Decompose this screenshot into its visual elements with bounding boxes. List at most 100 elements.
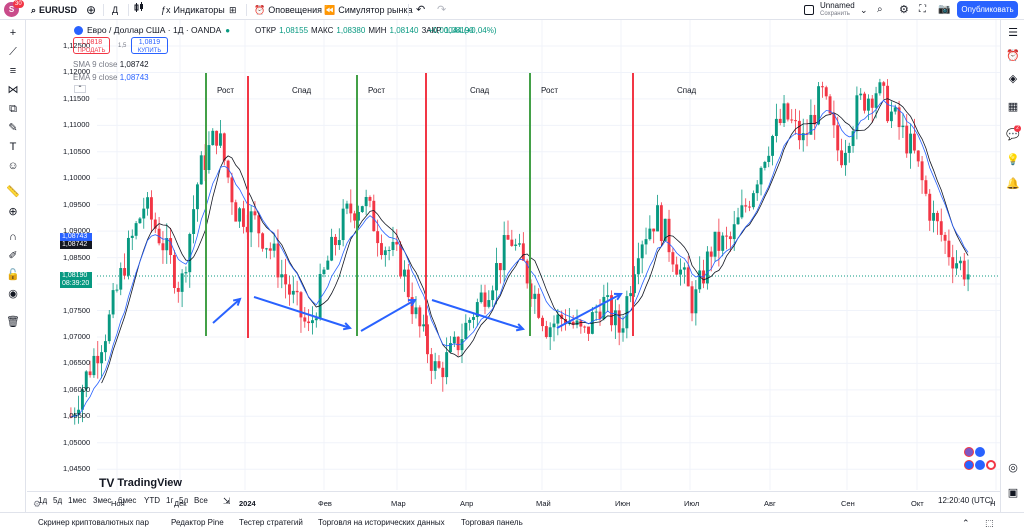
alerts-button[interactable]: ⏰ Оповещения (254, 2, 322, 18)
sell-button[interactable]: 1,0818 ПРОДАТЬ (73, 37, 110, 54)
candle-body (675, 264, 679, 275)
date-range-button[interactable]: ⇲ (223, 496, 231, 507)
indicator-badges[interactable] (964, 460, 996, 470)
candle-body (824, 87, 828, 97)
candle-body (115, 289, 119, 291)
fullscreen-icon: ⛶ (919, 4, 926, 15)
candle-body (215, 130, 219, 146)
price-tick: 1,11000 (63, 120, 90, 130)
symbol-search[interactable]: ⌕ EURUSD (31, 2, 77, 18)
snapshot-button[interactable]: 📷 (938, 2, 950, 18)
compare-symbol-button[interactable]: ⊕ (86, 2, 96, 18)
eye-icon[interactable]: ◉ (8, 288, 18, 300)
ideas-icon[interactable]: 💡 (1006, 154, 1020, 166)
settings-button[interactable]: ⚙ (899, 2, 909, 18)
pencil-lock-icon[interactable]: ✐ (8, 250, 18, 262)
help-icon[interactable]: ◎ (1008, 462, 1018, 474)
chart-pane[interactable]: 1,12500 1,12000 1,11500 1,11000 1,10500 1,100… (27, 20, 1000, 509)
candle-body (429, 354, 433, 371)
candle-body (399, 244, 403, 277)
undo-button[interactable]: ↶ (416, 2, 425, 18)
apps-icon[interactable]: ▣ (1007, 487, 1019, 499)
candle-body (583, 326, 587, 328)
circle-icon (975, 460, 985, 470)
layout-save[interactable]: Unnamed Сохранить (804, 2, 855, 18)
range-button[interactable]: 1мес (68, 496, 87, 505)
pattern-icon[interactable]: ⋈ (7, 84, 19, 96)
ruler-icon[interactable]: 📏 (6, 186, 20, 198)
maximize-panel-button[interactable]: ⬚ (985, 518, 994, 529)
quick-search-button[interactable]: ⌕ (877, 2, 883, 18)
candle-body (636, 258, 640, 275)
lock-icon[interactable]: 🔓 (6, 269, 20, 281)
crosshair-icon[interactable]: + (9, 27, 17, 39)
interval-button[interactable]: Д (112, 2, 118, 18)
brush-icon[interactable]: ✎ (8, 122, 18, 134)
clock[interactable]: 12:20:40 (UTC) (938, 496, 994, 505)
chat-icon[interactable]: 💬 (1006, 129, 1020, 141)
range-button[interactable]: Все (194, 496, 208, 505)
panel-tab[interactable]: Скринер криптовалютных пар (38, 518, 149, 527)
time-tick: Июн (615, 499, 631, 508)
trendline-icon[interactable]: ⟋ (9, 46, 17, 58)
range-button[interactable]: YTD (144, 496, 160, 505)
replay-label: Симулятор рынка (338, 5, 413, 15)
candle-body (314, 318, 318, 321)
candle-body (897, 107, 901, 128)
layouts-button[interactable]: ⊞ (229, 2, 237, 18)
range-button[interactable]: 5д (53, 496, 63, 505)
candle-body (92, 355, 96, 376)
range-button[interactable]: 3мес (93, 496, 112, 505)
zoom-in-icon[interactable]: ⊕ (8, 206, 18, 218)
text-icon[interactable]: T (9, 141, 17, 153)
alerts-icon[interactable]: ⏰ (1006, 50, 1020, 62)
chat-badge: 2 (1014, 125, 1021, 132)
time-tick: Фев (318, 499, 332, 508)
fib-icon[interactable]: ≡ (9, 65, 17, 77)
trash-icon[interactable]: 🗑 (6, 316, 20, 328)
range-button[interactable]: 6мес (118, 496, 137, 505)
candle-body (149, 197, 153, 220)
range-button[interactable]: 1г (166, 496, 174, 505)
panel-tab[interactable]: Редактор Pine (171, 518, 224, 527)
trend-arrow (431, 299, 524, 330)
fullscreen-button[interactable]: ⛶ (919, 2, 926, 18)
candle-body (579, 320, 583, 327)
buy-price: 1,0819 (138, 39, 161, 46)
magnet-icon[interactable]: ∩ (9, 231, 17, 243)
layout-menu-button[interactable]: ⌄ (860, 2, 868, 18)
candle-body (341, 208, 345, 241)
candle-body (679, 269, 682, 275)
candle-body (322, 269, 326, 275)
notifications-icon[interactable]: 🔔 (1006, 178, 1020, 190)
candle-body (73, 414, 77, 417)
divider (246, 4, 247, 16)
candle-body (629, 293, 633, 297)
chart-type-button[interactable] (134, 2, 145, 18)
panel-tab[interactable]: Тестер стратегий (239, 518, 303, 527)
projection-icon[interactable]: ⧉ (9, 103, 17, 115)
publish-button[interactable]: Опубликовать (957, 1, 1018, 18)
axis-settings-icon[interactable]: ⚙ (33, 499, 42, 509)
ohlc-label: ОТКР (255, 26, 277, 35)
hotlist-icon[interactable]: ▦ (1007, 101, 1019, 113)
panel-tab[interactable]: Торговля на исторических данных (318, 518, 445, 527)
layers-icon[interactable]: ◈ (1008, 73, 1018, 85)
last-price-tag: 1,08190 08:39:20 (60, 272, 92, 288)
emoji-icon[interactable]: ☺ (7, 160, 19, 172)
redo-button[interactable]: ↷ (437, 2, 446, 18)
panel-tab[interactable]: Торговая панель (461, 518, 523, 527)
collapse-legend-button[interactable]: ⌃ (74, 85, 86, 93)
range-button[interactable]: 1д (38, 496, 48, 505)
candle-body (487, 300, 491, 307)
collapse-panel-button[interactable]: ⌃ (962, 518, 970, 529)
buy-button[interactable]: 1,0819 КУПИТЬ (131, 37, 168, 54)
range-button[interactable]: 5л (179, 496, 189, 505)
candle-body (556, 314, 560, 324)
candle-body (195, 184, 199, 210)
indicators-button[interactable]: ƒx Индикаторы (161, 2, 225, 18)
object-tree-badges[interactable] (964, 447, 985, 457)
candle-body (905, 125, 909, 154)
watchlist-icon[interactable]: ☰ (1008, 27, 1018, 39)
replay-button[interactable]: ⏪ Симулятор рынка (324, 2, 413, 18)
